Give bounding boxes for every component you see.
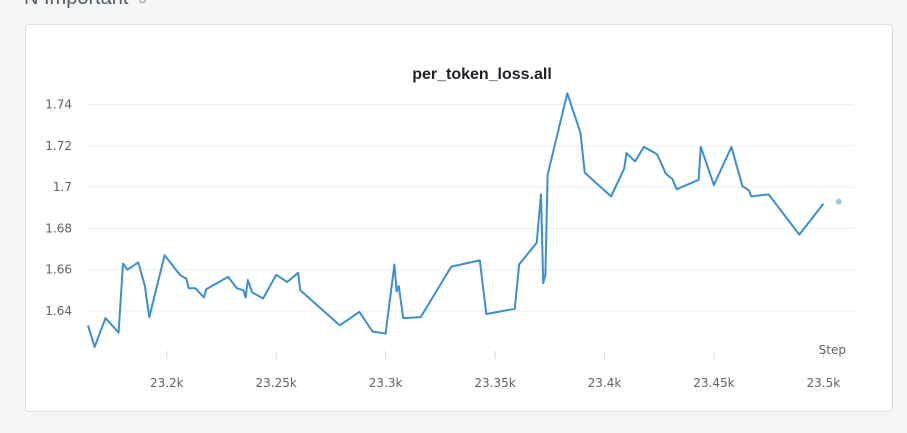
y-tick-label: 1.64 — [45, 304, 72, 318]
chart-panel[interactable]: per_token_loss.all 1.64 1.66 1.68 1.7 1.72 1.… — [25, 24, 893, 412]
x-tick-label: 23.45k — [693, 376, 734, 390]
section-count-badge: 3 — [138, 0, 146, 6]
x-tick-label: 23.4k — [588, 376, 622, 390]
chart-title: per_token_loss.all — [412, 66, 552, 83]
y-tick-label: 1.72 — [45, 139, 72, 153]
x-tick-label: 23.3k — [369, 376, 403, 390]
grid-lines — [88, 104, 854, 312]
x-tick-label: 23.2k — [150, 376, 184, 390]
x-tick-label: 23.25k — [256, 376, 297, 390]
y-axis: 1.64 1.66 1.68 1.7 1.72 1.74 — [45, 98, 72, 318]
x-tick-label: 23.35k — [474, 376, 515, 390]
y-tick-label: 1.66 — [45, 263, 72, 277]
series-layer — [87, 92, 842, 348]
section-header[interactable]: N Important 3 — [24, 0, 146, 10]
section-title: N Important — [24, 0, 128, 10]
y-tick-label: 1.7 — [53, 180, 72, 194]
line-chart: per_token_loss.all 1.641.661.681.71.721.… — [45, 66, 854, 390]
x-tick-label: 23.5k — [807, 376, 841, 390]
y-tick-label: 1.68 — [45, 221, 72, 235]
series-line — [87, 92, 825, 348]
hover-marker-point — [835, 198, 842, 205]
x-axis: 23.2k 23.25k 23.3k 23.35k 23.4k 23.45k 23.5k — [150, 351, 840, 390]
x-axis-label: Step — [819, 343, 846, 357]
y-tick-label: 1.74 — [45, 98, 72, 112]
